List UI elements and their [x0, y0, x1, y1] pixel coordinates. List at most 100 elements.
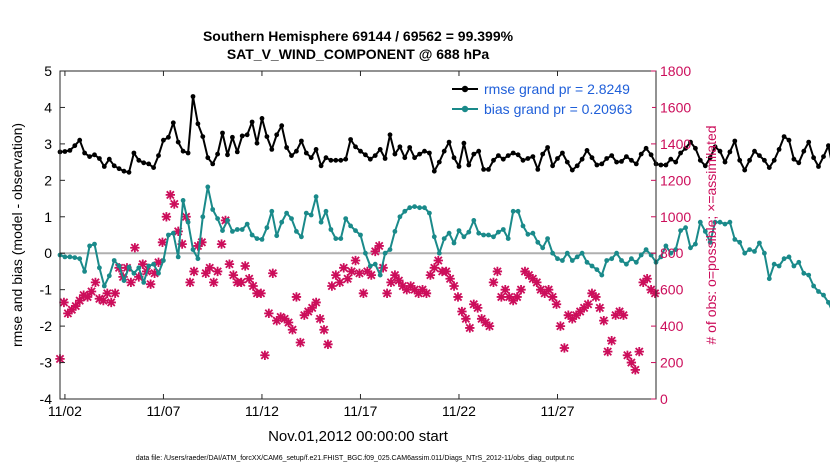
y-axis-label-right: # of obs: o=possible; ×=assimilated — [703, 125, 719, 344]
right-tick-label: 1000 — [660, 209, 691, 225]
obs-count-marker — [370, 246, 380, 257]
legend-box — [442, 78, 652, 121]
obs-count-marker — [492, 266, 503, 277]
bias-point — [372, 261, 378, 267]
obs-count-marker — [208, 277, 219, 288]
rmse-point — [333, 157, 339, 163]
rmse-point — [87, 154, 92, 160]
bias-point — [569, 258, 575, 263]
obs-count-marker — [205, 263, 215, 273]
x-tick-label: 11/12 — [245, 403, 279, 419]
rmse-point — [555, 156, 560, 161]
rmse-point — [515, 152, 521, 158]
rmse-point — [500, 156, 506, 162]
rmse-point — [215, 151, 221, 157]
obs-count-marker — [138, 259, 148, 269]
bias-point — [762, 250, 767, 256]
rmse-point — [796, 160, 802, 166]
bias-point — [481, 232, 486, 238]
bias-point — [249, 232, 255, 238]
x-tick-label: 11/27 — [540, 403, 574, 419]
rmse-point — [106, 156, 112, 162]
obs-count-marker — [335, 277, 345, 288]
bias-point — [801, 270, 807, 276]
obs-count-marker — [173, 226, 183, 237]
right-tick-label: 1600 — [660, 99, 691, 115]
bias-point — [722, 221, 728, 227]
rmse-point — [303, 150, 309, 156]
left-tick-label: -4 — [40, 391, 53, 407]
obs-count-marker — [153, 257, 164, 268]
rmse-point — [195, 121, 201, 127]
obs-marker-layer — [55, 190, 660, 375]
obs-count-marker — [287, 325, 298, 335]
bias-point — [343, 216, 349, 222]
rmse-point — [811, 155, 816, 161]
left-tick-label: 0 — [44, 245, 52, 261]
rmse-point — [481, 167, 486, 172]
rmse-point — [417, 151, 422, 157]
bias-point — [579, 250, 585, 256]
bias-point — [451, 240, 457, 246]
rmse-point — [190, 94, 196, 99]
legend: rmse grand pr = 2.8249 bias grand pr = 0… — [442, 78, 652, 121]
rmse-point — [220, 130, 225, 136]
bias-point — [742, 250, 748, 256]
obs-count-marker — [488, 277, 499, 288]
bias-point — [683, 225, 688, 231]
obs-count-marker — [445, 274, 455, 284]
bias-point — [195, 256, 201, 262]
bias-point — [422, 205, 427, 211]
bias-point — [230, 229, 235, 234]
bias-point — [126, 264, 132, 270]
obs-count-marker — [409, 284, 420, 295]
rmse-point — [407, 145, 413, 150]
bias-point — [535, 239, 541, 245]
bias-point — [427, 210, 432, 216]
obs-count-marker — [362, 266, 373, 277]
rmse-point — [609, 153, 615, 159]
rmse-point — [560, 150, 565, 156]
right-tick-label: 400 — [660, 318, 684, 334]
rmse-point — [225, 152, 230, 158]
obs-count-marker — [358, 288, 369, 298]
bias-point — [412, 204, 417, 210]
bias-point — [67, 254, 73, 260]
bias-point — [678, 228, 683, 234]
obs-count-marker — [224, 259, 235, 269]
plot-frame — [59, 70, 657, 400]
obs-count-marker — [374, 241, 384, 251]
bias-point — [82, 269, 87, 274]
obs-count-marker — [291, 292, 302, 302]
rmse-point — [131, 150, 137, 156]
obs-count-marker — [524, 270, 534, 280]
bias-point — [668, 250, 674, 256]
obs-count-marker — [508, 295, 518, 306]
rmse-point — [422, 148, 427, 154]
bias-point — [377, 272, 383, 278]
bias-point — [185, 219, 191, 225]
plot-area — [60, 71, 656, 399]
obs-count-marker — [59, 297, 69, 308]
obs-count-marker — [528, 274, 538, 284]
rmse-point — [121, 168, 127, 174]
rmse-point — [77, 137, 83, 143]
rmse-point — [156, 153, 161, 159]
rmse-point — [693, 145, 698, 151]
bias-point — [727, 219, 733, 225]
obs-count-marker — [319, 325, 329, 335]
obs-count-marker — [480, 317, 491, 328]
bias-point — [781, 256, 787, 262]
left-y-axis: -4 -3 -2 -1 0 1 2 3 4 5 — [40, 63, 65, 407]
obs-count-marker — [102, 288, 112, 298]
rmse-point — [279, 123, 285, 129]
bias-point — [254, 236, 260, 242]
rmse-point — [397, 144, 403, 150]
rmse-point — [658, 162, 664, 168]
obs-count-marker — [378, 263, 388, 273]
obs-count-marker — [307, 303, 317, 313]
legend-bias-label: bias grand pr = 0.20963 — [484, 101, 632, 117]
bias-point — [200, 214, 206, 220]
rmse-point — [712, 144, 718, 150]
